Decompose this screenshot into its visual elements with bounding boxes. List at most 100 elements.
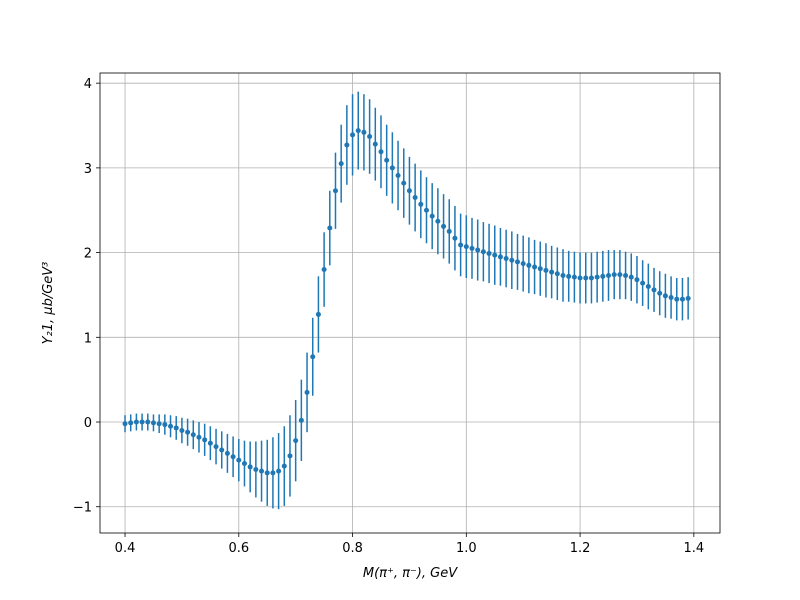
data-point: [179, 427, 185, 433]
y-tick-label: 0: [84, 416, 92, 431]
data-point: [497, 254, 503, 260]
y-tick-label: 2: [84, 247, 92, 262]
data-point: [281, 463, 287, 469]
data-point: [503, 256, 509, 262]
data-point: [259, 468, 265, 474]
data-point: [293, 438, 299, 444]
data-point: [304, 389, 310, 395]
data-point: [463, 244, 469, 250]
data-point: [606, 272, 612, 278]
data-point: [185, 429, 191, 435]
data-point: [475, 247, 481, 253]
data-point: [458, 242, 464, 248]
data-point: [480, 249, 486, 255]
data-point: [401, 180, 407, 186]
data-point: [435, 218, 441, 224]
data-point: [355, 128, 361, 134]
data-point: [617, 272, 623, 278]
data-point: [588, 275, 594, 281]
data-point: [378, 149, 384, 155]
data-point: [213, 444, 219, 450]
data-point: [423, 207, 429, 213]
data-point: [327, 225, 333, 231]
data-point: [441, 223, 447, 229]
x-tick-label: 0.4: [115, 541, 136, 556]
plot-frame: [99, 72, 721, 534]
data-point: [310, 354, 316, 360]
data-point: [532, 264, 538, 270]
data-point: [196, 434, 202, 440]
data-point: [145, 419, 151, 425]
data-point: [486, 250, 492, 256]
data-point: [571, 274, 577, 280]
data-point: [276, 468, 282, 474]
data-point: [509, 257, 515, 263]
data-point: [133, 419, 139, 425]
data-point: [344, 142, 350, 148]
data-point: [395, 173, 401, 179]
data-point: [202, 437, 208, 443]
data-point: [406, 188, 412, 194]
data-point: [566, 273, 572, 279]
y-axis-label: Y₂1, μb/GeV³: [41, 262, 56, 345]
data-point: [526, 262, 532, 268]
data-point: [332, 188, 338, 194]
data-point: [173, 425, 179, 431]
data-point: [634, 277, 640, 283]
data-point: [623, 272, 629, 278]
data-point: [668, 294, 674, 300]
data-point: [418, 201, 424, 207]
data-point: [583, 275, 589, 281]
data-point: [367, 134, 373, 140]
data-point: [207, 440, 213, 446]
data-point: [338, 161, 344, 167]
data-point: [611, 272, 617, 278]
data-point: [264, 470, 270, 476]
y-tick-label: 1: [84, 331, 92, 346]
data-point: [628, 274, 634, 280]
y-tick-label: 3: [84, 162, 92, 177]
data-point: [645, 283, 651, 289]
data-point: [156, 421, 162, 427]
y-tick-label: −1: [73, 501, 92, 516]
data-point: [651, 287, 657, 293]
x-tick-label: 1.4: [683, 541, 704, 556]
data-point: [492, 252, 498, 258]
data-point: [384, 157, 390, 163]
data-point: [469, 245, 475, 251]
data-point: [554, 271, 560, 277]
data-point: [537, 266, 543, 272]
x-axis-label: M(π⁺, π⁻), GeV: [363, 566, 458, 581]
data-point: [236, 457, 242, 463]
data-point: [219, 447, 225, 453]
x-tick-label: 1.0: [456, 541, 477, 556]
data-point: [429, 213, 435, 219]
data-point: [372, 141, 378, 147]
data-point: [674, 296, 680, 302]
data-point: [315, 311, 321, 317]
data-point: [640, 280, 646, 286]
data-point: [139, 419, 145, 425]
data-point: [515, 259, 521, 265]
data-point: [321, 267, 327, 273]
data-point: [253, 466, 259, 472]
data-point: [270, 470, 276, 476]
x-tick-label: 1.2: [570, 541, 591, 556]
data-point: [389, 165, 395, 171]
data-point: [224, 450, 230, 456]
x-tick-label: 0.6: [228, 541, 249, 556]
data-point: [543, 267, 549, 273]
data-point: [657, 290, 663, 296]
data-point: [241, 461, 247, 467]
data-point: [361, 129, 367, 135]
data-point: [446, 228, 452, 234]
data-point: [577, 275, 583, 281]
data-point: [150, 420, 156, 426]
data-point: [594, 274, 600, 280]
data-point: [560, 272, 566, 278]
data-point: [452, 235, 458, 241]
data-point: [230, 454, 236, 460]
data-point: [600, 273, 606, 279]
data-point: [662, 293, 668, 299]
